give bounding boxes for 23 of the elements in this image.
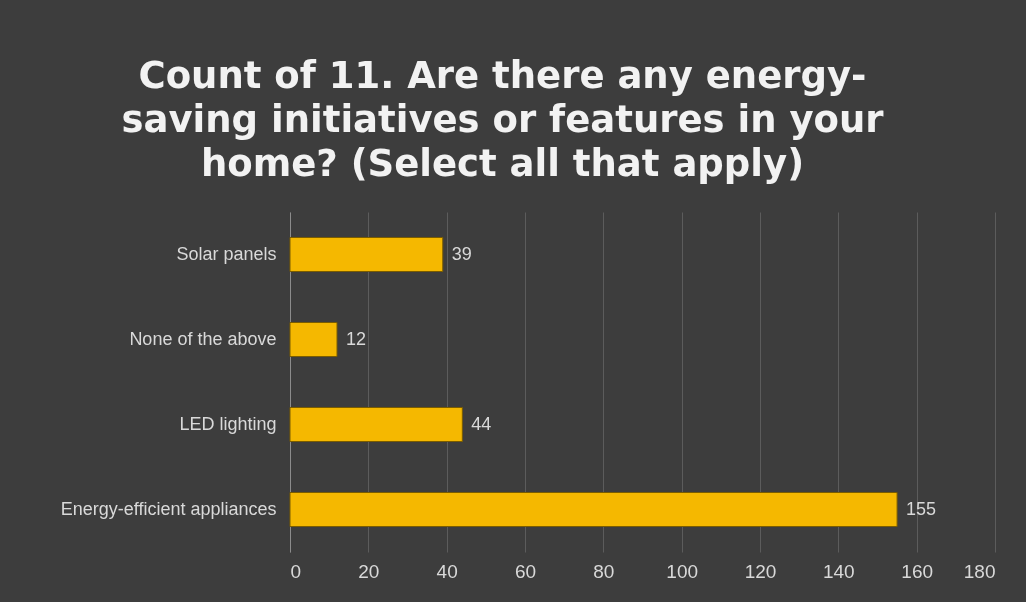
data-label: 12: [346, 328, 367, 349]
data-label: 44: [471, 413, 492, 434]
x-tick-label: 100: [666, 560, 699, 582]
y-tick-label: Energy-efficient appliances: [60, 498, 277, 519]
x-tick-label: 0: [290, 560, 302, 582]
bar: [289, 407, 463, 442]
x-tick-label: 40: [436, 560, 458, 582]
x-tick-label: 60: [514, 560, 537, 582]
data-label: 39: [451, 243, 472, 264]
x-tick-label: 20: [358, 560, 380, 582]
x-tick-label: 160: [901, 560, 934, 582]
x-tick-label: 180: [963, 560, 996, 582]
x-tick-label: 80: [593, 560, 615, 582]
data-label: 155: [906, 498, 937, 519]
y-tick-label: None of the above: [129, 328, 277, 349]
y-tick-label: Solar panels: [176, 243, 277, 264]
bar: [289, 237, 444, 272]
bar: [289, 322, 338, 357]
bar: [289, 492, 898, 527]
y-tick-label: LED lighting: [179, 413, 277, 434]
x-tick-label: 120: [744, 560, 777, 582]
chart-title: Count of 11. Are there any energy-saving initiatives or features in your home? (Select all that apply): [121, 54, 885, 185]
x-tick-label: 140: [822, 560, 855, 582]
